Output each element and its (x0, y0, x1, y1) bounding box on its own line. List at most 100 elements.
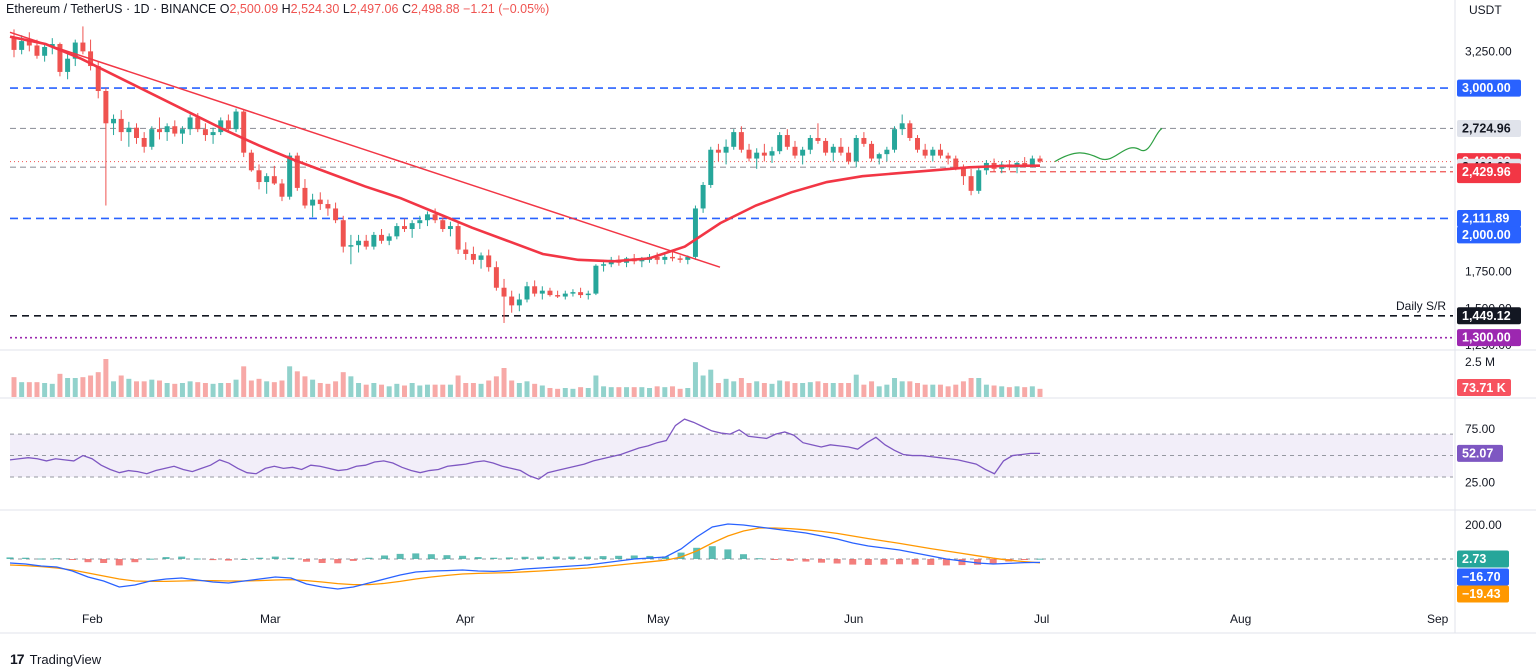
time-axis-label: Aug (1230, 612, 1251, 626)
macd-histogram-bar (1036, 558, 1044, 560)
volume-bar (892, 378, 898, 397)
volume-bar (26, 382, 32, 397)
candle-body (715, 149, 721, 153)
volume-bar (95, 372, 101, 397)
volume-bar (792, 383, 798, 397)
candle-body (11, 38, 17, 50)
candle-body (417, 220, 423, 224)
volume-bar (616, 387, 622, 397)
volume-bar (960, 381, 966, 397)
volume-bar (88, 375, 94, 397)
price-badge: 2,724.96 (1462, 121, 1511, 135)
tradingview-logo-icon: 17 (10, 651, 25, 667)
volume-bar (807, 382, 813, 397)
volume-bar (547, 388, 553, 397)
candle-body (402, 226, 407, 230)
volume-bar (861, 384, 867, 397)
macd-histogram-bar (396, 553, 404, 559)
volume-bar (922, 384, 928, 397)
volume-bar (524, 381, 530, 397)
volume-bar (195, 382, 201, 397)
candle-body (325, 204, 331, 209)
macd-histogram-bar (677, 552, 685, 559)
volume-bar (823, 383, 829, 397)
candle-body (463, 249, 469, 254)
price-badge-bg (1457, 226, 1521, 244)
macd-histogram-bar (833, 559, 841, 564)
candle-body (34, 45, 40, 56)
volume-bar (532, 383, 538, 397)
macd-line (9, 523, 1041, 590)
macd-histogram-bar (84, 559, 92, 563)
candle-body (937, 149, 943, 156)
macd-histogram-bar (708, 546, 716, 559)
candle-body (976, 170, 982, 191)
candle-body (601, 264, 607, 266)
volume-bar (225, 383, 231, 397)
candle-body (509, 296, 515, 306)
tradingview-brand[interactable]: 17 TradingView (10, 651, 101, 667)
candle-body (111, 118, 117, 124)
volume-bar (470, 383, 476, 397)
volume-bar (555, 388, 561, 397)
rsi-tick-label: 25.00 (1465, 475, 1495, 489)
macd-histogram-bar (303, 559, 311, 562)
candle-body (72, 42, 78, 59)
macd-histogram-bar (568, 556, 576, 559)
macd-histogram-bar (615, 555, 623, 559)
volume-bar (639, 387, 645, 397)
candle-body (195, 117, 201, 130)
macd-histogram-bar (693, 547, 701, 559)
volume-bar (493, 376, 499, 397)
signal-line (9, 527, 1041, 586)
daily-sr-annotation: Daily S/R (1396, 299, 1446, 313)
macd-histogram-bar (818, 559, 826, 563)
candle-body (685, 256, 691, 260)
macd-histogram-bar (100, 559, 108, 563)
macd-badge-histogram: 2.73 (1462, 552, 1486, 566)
candle-body (524, 286, 530, 300)
candle-body (470, 253, 476, 260)
volume-bar (348, 376, 354, 397)
rsi-badge: 52.07 (1462, 446, 1493, 460)
candle-body (317, 199, 323, 205)
candle-body (118, 118, 124, 133)
volume-bar (578, 387, 584, 397)
volume-bar (294, 371, 300, 397)
volume-bar (302, 376, 308, 397)
volume-bar (149, 379, 155, 397)
macd-tick-label: 200.00 (1465, 518, 1502, 532)
macd-histogram-bar (864, 559, 872, 565)
brand-name: TradingView (29, 651, 102, 667)
macd-histogram-bar (849, 559, 857, 565)
candle-body (241, 111, 247, 153)
volume-bar (241, 366, 247, 397)
candle-body (539, 290, 545, 294)
macd-histogram-bar (911, 559, 919, 565)
candle-body (486, 255, 492, 268)
volume-bar (800, 383, 806, 397)
volume-bar (662, 387, 668, 397)
symbol-label[interactable]: Ethereum / TetherUS · 1D · BINANCE (6, 2, 217, 16)
macd-histogram-bar (256, 557, 264, 559)
volume-bar (271, 382, 277, 397)
candle-body (455, 226, 461, 250)
candle-body (179, 129, 185, 134)
volume-bar (846, 383, 852, 397)
candle-body (738, 132, 744, 150)
volume-bar (409, 383, 415, 397)
candle-body (26, 41, 32, 46)
candle-body (953, 158, 959, 168)
candle-body (271, 176, 277, 184)
volume-bar (210, 383, 216, 397)
candle-body (202, 129, 208, 136)
macd-histogram-bar (146, 558, 154, 560)
candle-body (769, 151, 775, 156)
volume-bar (264, 381, 270, 397)
time-axis-label: Feb (82, 612, 103, 626)
volume-bar (218, 383, 224, 397)
macd-histogram-bar (427, 554, 435, 559)
volume-bar (784, 381, 790, 397)
volume-bar (754, 381, 760, 397)
candle-body (922, 149, 928, 156)
